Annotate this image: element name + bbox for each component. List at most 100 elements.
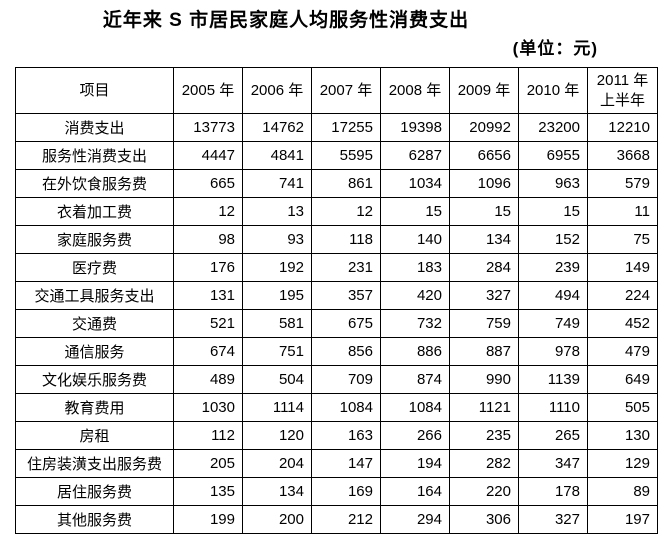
value-cell: 3668 bbox=[587, 141, 658, 170]
value-cell: 1084 bbox=[311, 393, 381, 422]
value-cell: 11 bbox=[587, 197, 658, 226]
value-cell: 1030 bbox=[173, 393, 243, 422]
value-cell: 581 bbox=[242, 309, 312, 338]
value-cell: 19398 bbox=[380, 113, 450, 142]
row-label: 住房装潢支出服务费 bbox=[15, 449, 174, 478]
value-cell: 118 bbox=[311, 225, 381, 254]
value-cell: 990 bbox=[449, 365, 519, 394]
value-cell: 1110 bbox=[518, 393, 588, 422]
value-cell: 732 bbox=[380, 309, 450, 338]
value-cell: 4841 bbox=[242, 141, 312, 170]
value-cell: 749 bbox=[518, 309, 588, 338]
value-cell: 178 bbox=[518, 477, 588, 506]
value-cell: 17255 bbox=[311, 113, 381, 142]
value-cell: 12 bbox=[173, 197, 243, 226]
value-cell: 98 bbox=[173, 225, 243, 254]
column-header: 2005 年 bbox=[173, 67, 243, 114]
value-cell: 14762 bbox=[242, 113, 312, 142]
value-cell: 1139 bbox=[518, 365, 588, 394]
value-cell: 347 bbox=[518, 449, 588, 478]
value-cell: 505 bbox=[587, 393, 658, 422]
column-header: 2009 年 bbox=[449, 67, 519, 114]
table-row: 医疗费 176 192 231 183 284 239 149 bbox=[15, 253, 658, 282]
value-cell: 194 bbox=[380, 449, 450, 478]
value-cell: 135 bbox=[173, 477, 243, 506]
value-cell: 131 bbox=[173, 281, 243, 310]
value-cell: 199 bbox=[173, 505, 243, 534]
value-cell: 452 bbox=[587, 309, 658, 338]
column-header-label: 项目 bbox=[79, 81, 110, 99]
data-table: 项目 2005 年 2006 年 2007 年 2008 年 2009 年 2010 年 20… bbox=[15, 67, 658, 534]
table-row: 文化娱乐服务费 489 504 709 874 990 1139 649 bbox=[15, 365, 658, 394]
value-cell: 294 bbox=[380, 505, 450, 534]
value-cell: 579 bbox=[587, 169, 658, 198]
value-cell: 266 bbox=[380, 421, 450, 450]
table-row: 居住服务费 135 134 169 164 220 178 89 bbox=[15, 477, 658, 506]
table-row: 交通工具服务支出 131 195 357 420 327 494 224 bbox=[15, 281, 658, 310]
table-header-row: 项目 2005 年 2006 年 2007 年 2008 年 2009 年 2010 年 20… bbox=[15, 67, 658, 114]
value-cell: 200 bbox=[242, 505, 312, 534]
column-header-label: 2006 年 bbox=[250, 81, 304, 99]
row-label: 消费支出 bbox=[15, 113, 174, 142]
value-cell: 504 bbox=[242, 365, 312, 394]
value-cell: 675 bbox=[311, 309, 381, 338]
value-cell: 282 bbox=[449, 449, 519, 478]
column-header-label: 2010 年 bbox=[526, 81, 580, 99]
column-header-label-line2: 上半年 bbox=[599, 91, 645, 109]
row-label: 交通费 bbox=[15, 309, 174, 338]
value-cell: 169 bbox=[311, 477, 381, 506]
table-row: 教育费用 1030 1114 1084 1084 1121 1110 505 bbox=[15, 393, 658, 422]
table-row: 交通费 521 581 675 732 759 749 452 bbox=[15, 309, 658, 338]
row-label: 在外饮食服务费 bbox=[15, 169, 174, 198]
value-cell: 224 bbox=[587, 281, 658, 310]
row-label: 交通工具服务支出 bbox=[15, 281, 174, 310]
value-cell: 220 bbox=[449, 477, 519, 506]
value-cell: 235 bbox=[449, 421, 519, 450]
value-cell: 164 bbox=[380, 477, 450, 506]
table-row: 在外饮食服务费 665 741 861 1034 1096 963 579 bbox=[15, 169, 658, 198]
value-cell: 420 bbox=[380, 281, 450, 310]
value-cell: 149 bbox=[587, 253, 658, 282]
unit-note: (单位：元) bbox=[512, 39, 598, 58]
value-cell: 112 bbox=[173, 421, 243, 450]
value-cell: 147 bbox=[311, 449, 381, 478]
value-cell: 23200 bbox=[518, 113, 588, 142]
value-cell: 5595 bbox=[311, 141, 381, 170]
value-cell: 306 bbox=[449, 505, 519, 534]
value-cell: 521 bbox=[173, 309, 243, 338]
row-label: 文化娱乐服务费 bbox=[15, 365, 174, 394]
column-header: 2010 年 bbox=[518, 67, 588, 114]
value-cell: 205 bbox=[173, 449, 243, 478]
value-cell: 489 bbox=[173, 365, 243, 394]
value-cell: 759 bbox=[449, 309, 519, 338]
row-label: 服务性消费支出 bbox=[15, 141, 174, 170]
value-cell: 856 bbox=[311, 337, 381, 366]
table-row: 通信服务 674 751 856 886 887 978 479 bbox=[15, 337, 658, 366]
value-cell: 887 bbox=[449, 337, 519, 366]
table-row: 住房装潢支出服务费 205 204 147 194 282 347 129 bbox=[15, 449, 658, 478]
value-cell: 1121 bbox=[449, 393, 519, 422]
value-cell: 886 bbox=[380, 337, 450, 366]
column-header-label: 2005 年 bbox=[181, 81, 235, 99]
value-cell: 89 bbox=[587, 477, 658, 506]
row-label: 居住服务费 bbox=[15, 477, 174, 506]
value-cell: 874 bbox=[380, 365, 450, 394]
column-header: 2007 年 bbox=[311, 67, 381, 114]
value-cell: 6656 bbox=[449, 141, 519, 170]
table-row: 消费支出 13773 14762 17255 19398 20992 23200 12210 bbox=[15, 113, 658, 142]
value-cell: 665 bbox=[173, 169, 243, 198]
value-cell: 15 bbox=[518, 197, 588, 226]
value-cell: 12210 bbox=[587, 113, 658, 142]
value-cell: 284 bbox=[449, 253, 519, 282]
value-cell: 152 bbox=[518, 225, 588, 254]
value-cell: 192 bbox=[242, 253, 312, 282]
value-cell: 327 bbox=[449, 281, 519, 310]
value-cell: 75 bbox=[587, 225, 658, 254]
value-cell: 140 bbox=[380, 225, 450, 254]
value-cell: 1084 bbox=[380, 393, 450, 422]
value-cell: 649 bbox=[587, 365, 658, 394]
row-label: 家庭服务费 bbox=[15, 225, 174, 254]
value-cell: 494 bbox=[518, 281, 588, 310]
value-cell: 231 bbox=[311, 253, 381, 282]
